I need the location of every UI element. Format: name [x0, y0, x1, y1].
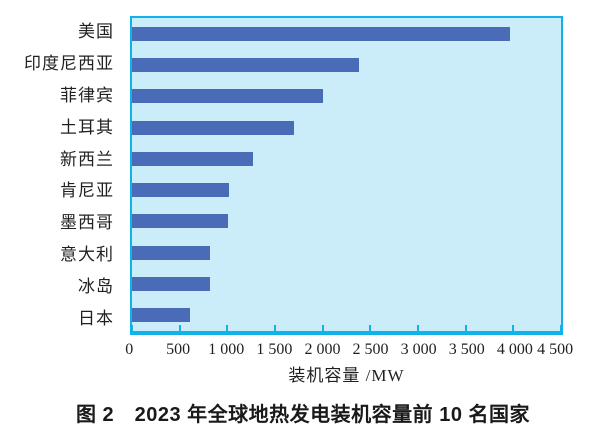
bar-row — [132, 151, 561, 166]
x-axis-tick-label: 3 000 — [400, 341, 437, 358]
bar-row — [132, 214, 561, 229]
x-axis-tick-labels: 0 500 1 000 1 500 2 000 2 500 3 000 3 500 4 000 4… — [125, 340, 573, 360]
x-axis-tick — [369, 325, 372, 331]
bar-土耳其 — [132, 120, 295, 135]
bar-series — [132, 18, 561, 331]
x-axis-tick — [131, 325, 133, 331]
y-axis-label: 冰岛 — [78, 277, 114, 297]
x-axis-tick-label: 500 — [166, 341, 191, 358]
x-axis-tick — [560, 325, 562, 331]
bar-row — [132, 308, 561, 323]
bar-意大利 — [132, 245, 211, 260]
bar-菲律宾 — [132, 89, 323, 104]
y-axis-labels: 美国印度尼西亚菲律宾土耳其新西兰肯尼亚墨西哥意大利冰岛日本 — [0, 16, 122, 335]
x-axis-tick — [512, 325, 515, 331]
x-axis-tick-label: 0 — [125, 341, 134, 358]
y-axis-label: 美国 — [78, 21, 114, 41]
x-axis-tick-label: 4 000 — [496, 341, 533, 358]
bar-肯尼亚 — [132, 183, 230, 198]
y-axis-label: 意大利 — [60, 245, 114, 265]
plot-area — [130, 16, 563, 335]
bar-墨西哥 — [132, 214, 228, 229]
x-axis-tick — [464, 325, 467, 331]
bar-日本 — [132, 308, 191, 323]
bar-冰岛 — [132, 277, 211, 292]
x-axis-tick — [178, 325, 181, 331]
bar-新西兰 — [132, 151, 254, 166]
bar-row — [132, 120, 561, 135]
bar-row — [132, 277, 561, 292]
x-axis-tick-label: 1 500 — [256, 341, 293, 358]
bar-印度尼西亚 — [132, 57, 359, 72]
x-axis-tick-label: 3 500 — [448, 341, 485, 358]
y-axis-label: 肯尼亚 — [60, 181, 114, 201]
figure-caption: 图 2 2023 年全球地热发电装机容量前 10 名国家 — [75, 404, 531, 426]
x-axis-tick — [321, 325, 324, 331]
x-axis-tick-label: 4 500 — [537, 341, 574, 358]
bar-美国 — [132, 26, 510, 41]
y-axis-label: 菲律宾 — [60, 85, 114, 105]
y-axis-label: 墨西哥 — [60, 213, 114, 233]
bar-row — [132, 245, 561, 260]
x-axis-title: 装机容量 /MW — [288, 366, 405, 385]
bar-row — [132, 26, 561, 41]
x-axis-tick — [416, 325, 419, 331]
bar-row — [132, 89, 561, 104]
y-axis-label: 日本 — [78, 308, 114, 328]
x-axis-tick-label: 1 000 — [208, 341, 245, 358]
x-axis-tick-label: 2 500 — [352, 341, 389, 358]
y-axis-label: 印度尼西亚 — [24, 53, 114, 73]
x-axis-tick-label: 2 000 — [304, 341, 341, 358]
y-axis-label: 新西兰 — [60, 149, 114, 169]
y-axis-label: 土耳其 — [60, 117, 114, 137]
x-axis-tick — [226, 325, 229, 331]
x-axis-tick — [273, 325, 276, 331]
bar-row — [132, 183, 561, 198]
bar-row — [132, 57, 561, 72]
